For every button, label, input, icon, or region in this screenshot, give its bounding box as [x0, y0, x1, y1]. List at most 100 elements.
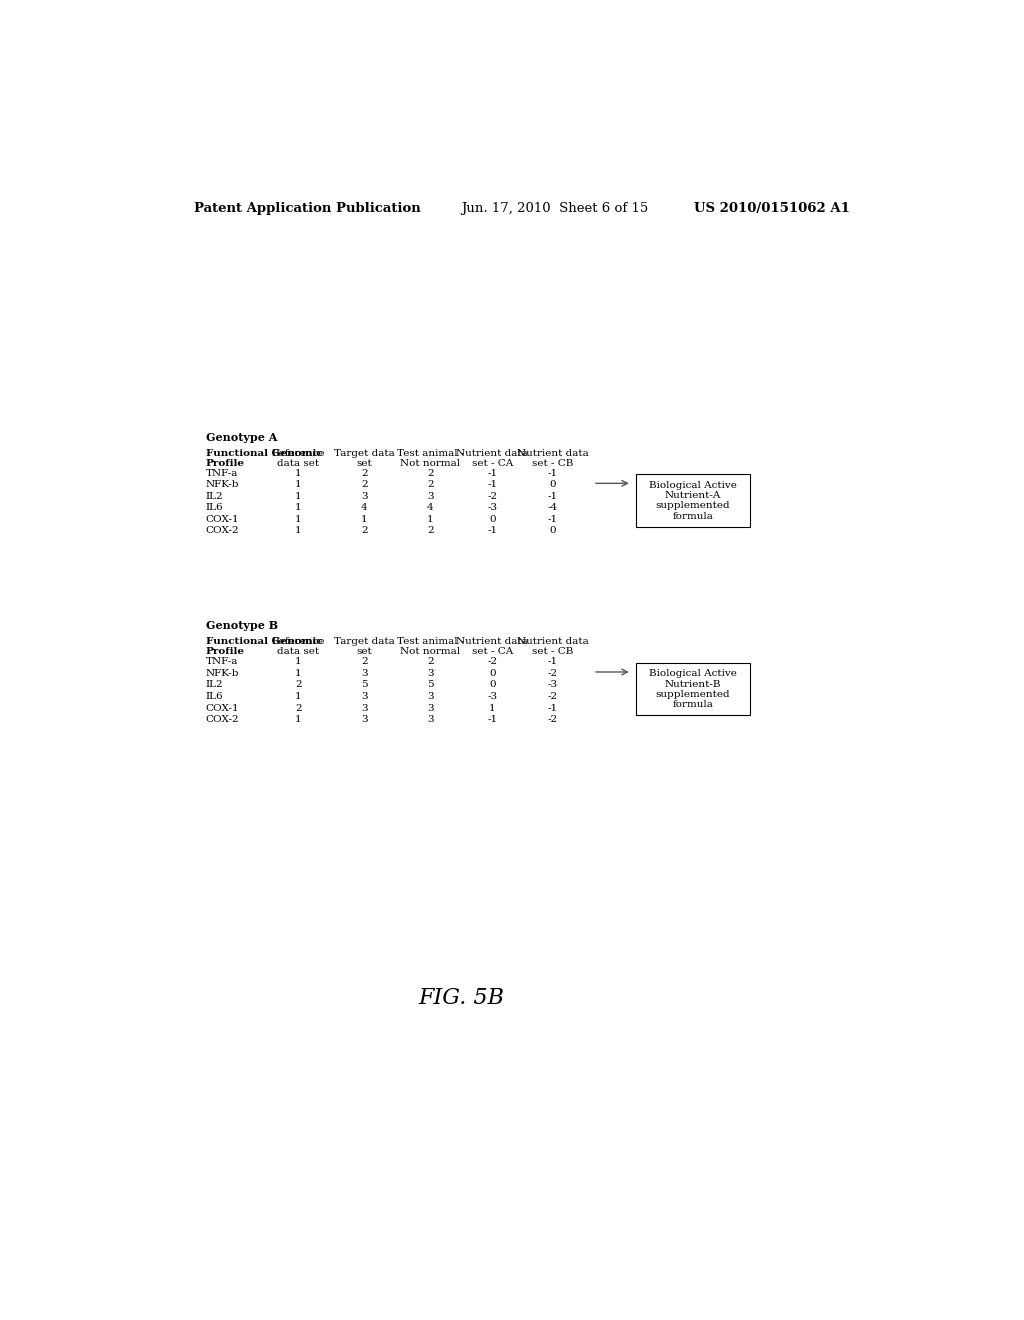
Text: 0: 0 [488, 515, 496, 524]
Text: -1: -1 [548, 469, 558, 478]
Text: IL6: IL6 [206, 692, 223, 701]
Text: -2: -2 [548, 715, 558, 725]
Text: 4: 4 [427, 503, 433, 512]
Text: 3: 3 [427, 492, 433, 500]
Text: Reference: Reference [271, 449, 326, 458]
Text: set - CB: set - CB [532, 459, 573, 467]
Text: Profile: Profile [206, 459, 245, 467]
Text: IL6: IL6 [206, 503, 223, 512]
Text: Not normal: Not normal [400, 459, 461, 467]
Text: COX-1: COX-1 [206, 515, 240, 524]
Text: 3: 3 [427, 669, 433, 678]
Text: -1: -1 [548, 657, 558, 667]
Text: 4: 4 [361, 503, 368, 512]
Text: 1: 1 [295, 715, 302, 725]
Text: -1: -1 [487, 469, 498, 478]
Text: 3: 3 [361, 669, 368, 678]
Text: Test animal -: Test animal - [396, 638, 464, 647]
Text: COX-2: COX-2 [206, 527, 240, 536]
Text: COX-2: COX-2 [206, 715, 240, 725]
Text: Target data: Target data [334, 449, 394, 458]
Text: Patent Application Publication: Patent Application Publication [194, 202, 421, 215]
Text: 1: 1 [488, 704, 496, 713]
Text: -1: -1 [487, 715, 498, 725]
Text: data set: data set [278, 647, 319, 656]
Text: US 2010/0151062 A1: US 2010/0151062 A1 [693, 202, 850, 215]
Text: Genotype A: Genotype A [206, 432, 276, 442]
Text: 1: 1 [295, 527, 302, 536]
Text: 2: 2 [427, 469, 433, 478]
Text: 2: 2 [361, 657, 368, 667]
Text: 1: 1 [361, 515, 368, 524]
Text: -1: -1 [548, 704, 558, 713]
Text: 3: 3 [427, 715, 433, 725]
Text: IL2: IL2 [206, 681, 223, 689]
Text: 0: 0 [550, 480, 556, 490]
Text: 2: 2 [427, 657, 433, 667]
Text: 2: 2 [295, 704, 302, 713]
Text: -3: -3 [487, 692, 498, 701]
Text: set: set [356, 647, 373, 656]
Text: NFK-b: NFK-b [206, 480, 239, 490]
Text: Biological Active
Nutrient-B
supplemented
formula: Biological Active Nutrient-B supplemente… [649, 669, 737, 709]
Text: 1: 1 [295, 657, 302, 667]
Text: Functional Genomic: Functional Genomic [206, 638, 322, 647]
Text: Jun. 17, 2010  Sheet 6 of 15: Jun. 17, 2010 Sheet 6 of 15 [461, 202, 648, 215]
Text: -2: -2 [548, 669, 558, 678]
Text: Genotype B: Genotype B [206, 620, 278, 631]
Text: 2: 2 [361, 469, 368, 478]
Text: 1: 1 [427, 515, 433, 524]
Text: Test animal -: Test animal - [396, 449, 464, 458]
Text: Profile: Profile [206, 647, 245, 656]
Text: -1: -1 [548, 492, 558, 500]
Text: -1: -1 [487, 527, 498, 536]
Text: set - CA: set - CA [472, 459, 513, 467]
Text: 0: 0 [488, 669, 496, 678]
Text: -2: -2 [548, 692, 558, 701]
Text: 2: 2 [361, 527, 368, 536]
Text: 2: 2 [295, 681, 302, 689]
Text: -1: -1 [487, 480, 498, 490]
Text: Nutrient data: Nutrient data [517, 638, 589, 647]
Text: 3: 3 [361, 715, 368, 725]
Text: 3: 3 [427, 704, 433, 713]
Text: Target data: Target data [334, 638, 394, 647]
Text: 2: 2 [427, 527, 433, 536]
Text: 5: 5 [427, 681, 433, 689]
Text: set - CB: set - CB [532, 647, 573, 656]
Text: Not normal: Not normal [400, 647, 461, 656]
Text: 3: 3 [361, 492, 368, 500]
Text: 1: 1 [295, 669, 302, 678]
Text: 3: 3 [427, 692, 433, 701]
Text: 2: 2 [361, 480, 368, 490]
Text: Nutrient data: Nutrient data [457, 449, 528, 458]
Text: -1: -1 [548, 515, 558, 524]
Text: IL2: IL2 [206, 492, 223, 500]
Text: 0: 0 [488, 681, 496, 689]
Text: 2: 2 [427, 480, 433, 490]
Text: 1: 1 [295, 692, 302, 701]
Text: 5: 5 [361, 681, 368, 689]
Text: TNF-a: TNF-a [206, 657, 238, 667]
Text: set: set [356, 459, 373, 467]
Text: FIG. 5B: FIG. 5B [418, 987, 504, 1008]
Text: data set: data set [278, 459, 319, 467]
Text: 1: 1 [295, 515, 302, 524]
Text: 0: 0 [550, 527, 556, 536]
Text: Reference: Reference [271, 638, 326, 647]
Text: 1: 1 [295, 469, 302, 478]
Text: COX-1: COX-1 [206, 704, 240, 713]
Text: 3: 3 [361, 692, 368, 701]
Text: TNF-a: TNF-a [206, 469, 238, 478]
Text: -2: -2 [487, 492, 498, 500]
Text: set - CA: set - CA [472, 647, 513, 656]
Text: -3: -3 [548, 681, 558, 689]
Text: Biological Active
Nutrient-A
supplemented
formula: Biological Active Nutrient-A supplemente… [649, 480, 737, 521]
Text: -2: -2 [487, 657, 498, 667]
Bar [636, 474, 751, 527]
Text: Nutrient data: Nutrient data [517, 449, 589, 458]
Text: 1: 1 [295, 503, 302, 512]
Text: 1: 1 [295, 480, 302, 490]
Text: -3: -3 [487, 503, 498, 512]
Text: Nutrient data: Nutrient data [457, 638, 528, 647]
